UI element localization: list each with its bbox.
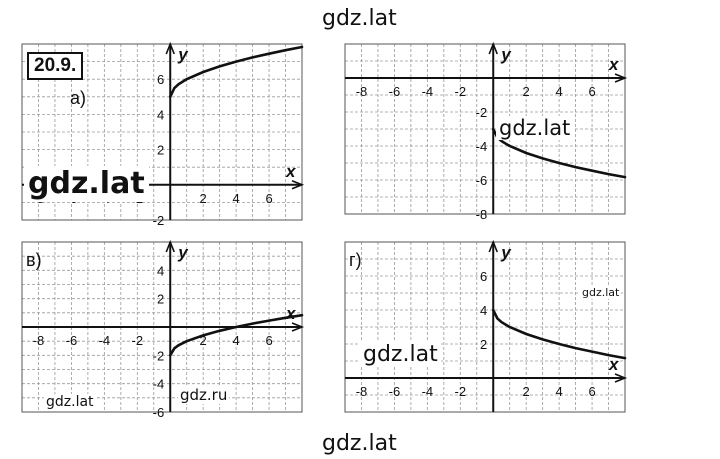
y-axis-label: y [500, 243, 512, 262]
y-tick-label: 4 [157, 107, 164, 122]
x-tick-label: -2 [132, 333, 144, 348]
y-tick-label: -6 [153, 405, 165, 420]
panel-label: в) [26, 250, 42, 270]
x-tick-label: -8 [356, 384, 368, 399]
x-axis-label: x [608, 55, 620, 74]
x-tick-label: 6 [588, 384, 595, 399]
x-tick-label: 6 [265, 191, 272, 206]
y-tick-label: -4 [476, 139, 488, 154]
y-tick-label: 6 [480, 269, 487, 284]
x-axis-arrow [614, 373, 628, 383]
x-axis-label: x [285, 162, 297, 181]
y-tick-label: -2 [153, 348, 165, 363]
panel-v-watermark-ru: gdz.ru [178, 386, 230, 404]
x-tick-label: -2 [455, 384, 467, 399]
y-axis-label: y [500, 45, 512, 64]
y-axis-label: y [177, 45, 189, 64]
y-axis-arrow [165, 239, 175, 253]
y-tick-label: 4 [480, 303, 487, 318]
x-tick-label: -4 [422, 84, 434, 99]
x-tick-label: -8 [33, 333, 45, 348]
panel-a-watermark: gdz.lat [24, 166, 149, 202]
x-tick-label: 6 [588, 84, 595, 99]
x-tick-label: -6 [66, 333, 78, 348]
x-tick-label: -4 [99, 333, 111, 348]
panel-frame [344, 43, 626, 215]
x-axis-label: x [285, 304, 297, 323]
y-tick-label: 6 [157, 72, 164, 87]
y-axis-arrow [488, 41, 498, 55]
y-tick-label: 2 [157, 292, 164, 307]
x-tick-label: 2 [200, 191, 207, 206]
panel-g-watermark-big: gdz.lat [360, 342, 441, 367]
y-axis-arrow [165, 41, 175, 55]
problem-number: 20.9. [27, 52, 84, 80]
x-tick-label: 2 [523, 384, 530, 399]
y-tick-label: 4 [157, 263, 164, 278]
x-tick-label: 4 [556, 84, 563, 99]
x-tick-label: -2 [455, 84, 467, 99]
panel-v-watermark-lat: gdz.lat [44, 394, 96, 410]
panel-label: г) [349, 250, 362, 270]
y-tick-label: -2 [476, 105, 488, 120]
x-axis-arrow [614, 73, 628, 83]
panel-label: а) [70, 88, 86, 108]
y-tick-label: -4 [153, 377, 165, 392]
x-tick-label: 4 [556, 384, 563, 399]
x-tick-label: -4 [422, 384, 434, 399]
y-tick-label: -6 [476, 173, 488, 188]
x-tick-label: 4 [233, 333, 240, 348]
x-axis-arrow [291, 322, 305, 332]
y-tick-label: -2 [153, 213, 165, 228]
x-axis-label: x [608, 355, 620, 374]
x-tick-label: 6 [265, 333, 272, 348]
panel-g: x y -8 -6 -4 -2 2 4 6 6 4 2 г) [344, 239, 628, 413]
y-axis-arrow [488, 239, 498, 253]
panel-g-watermark-small: gdz.lat [580, 286, 622, 299]
x-tick-label: -6 [389, 84, 401, 99]
x-tick-label: 2 [200, 333, 207, 348]
y-tick-label: -8 [476, 207, 488, 222]
x-axis-arrow [291, 180, 305, 190]
x-tick-label: -6 [389, 384, 401, 399]
panel-v: x y -8 -6 -4 -2 2 4 6 4 2 -2 -4 -6 в) [21, 239, 305, 420]
bottom-watermark: gdz.lat [322, 431, 397, 456]
top-watermark: gdz.lat [322, 6, 397, 31]
y-tick-label: 2 [157, 143, 164, 158]
panel-b: x y -8 -6 -4 -2 2 4 6 -2 -4 -6 -8 [344, 41, 628, 222]
x-tick-label: 2 [523, 84, 530, 99]
panel-b-watermark: gdz.lat [496, 116, 574, 140]
y-tick-label: 2 [480, 337, 487, 352]
panel-frame [21, 43, 303, 221]
function-curve [491, 308, 627, 360]
function-curve [168, 313, 304, 357]
x-tick-label: -8 [356, 84, 368, 99]
x-tick-label: 4 [233, 191, 240, 206]
function-curve [168, 45, 304, 99]
panel-frame [344, 241, 626, 413]
y-axis-label: y [177, 243, 189, 262]
